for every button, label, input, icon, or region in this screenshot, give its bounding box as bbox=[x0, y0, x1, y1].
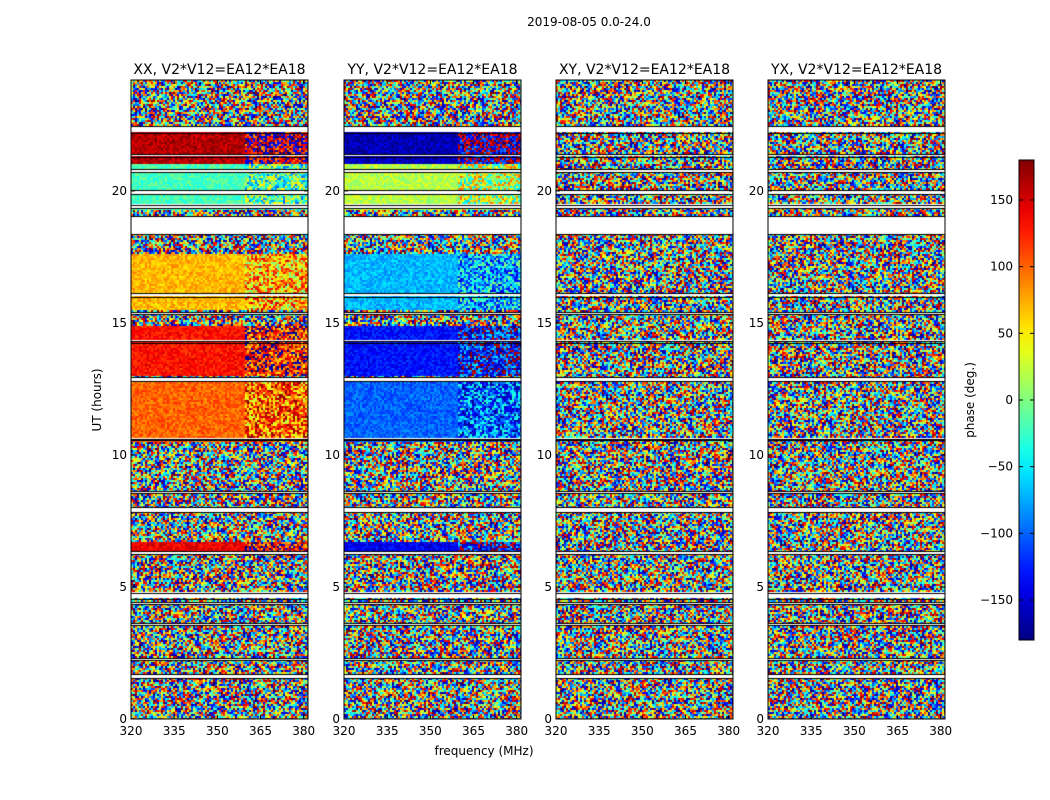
heatmap-image bbox=[344, 80, 521, 719]
panel-title: XY, V2*V12=EA12*EA18 bbox=[559, 62, 730, 78]
colorbar-tick-label: −150 bbox=[980, 593, 1013, 607]
y-tick-label: 5 bbox=[119, 580, 127, 594]
panel-frame bbox=[555, 79, 734, 720]
x-tick-label: 320 bbox=[545, 724, 568, 738]
y-tick-label: 20 bbox=[325, 184, 340, 198]
x-tick-label: 335 bbox=[588, 724, 611, 738]
x-tick-label: 380 bbox=[292, 724, 315, 738]
y-tick-label: 15 bbox=[325, 316, 340, 330]
y-tick-label: 15 bbox=[112, 316, 127, 330]
colorbar-label: phase (deg.) bbox=[963, 362, 977, 438]
x-tick-label: 380 bbox=[929, 724, 952, 738]
x-tick-label: 335 bbox=[163, 724, 186, 738]
heatmap-canvas bbox=[556, 80, 733, 719]
x-tick-label: 365 bbox=[462, 724, 485, 738]
y-tick-label: 10 bbox=[112, 448, 127, 462]
colorbar: 150 100 50 0 −50 −100 −150 bbox=[980, 159, 1035, 641]
heatmap-image bbox=[131, 80, 308, 719]
panel-frame bbox=[343, 79, 522, 720]
panel-0: XX, V2*V12=EA12*EA18 320 335 350 365 380 0 5 10 1… bbox=[112, 62, 315, 738]
x-tick-label: 350 bbox=[419, 724, 442, 738]
heatmap-canvas bbox=[344, 80, 521, 719]
x-tick-label: 380 bbox=[717, 724, 740, 738]
panel-title: YX, V2*V12=EA12*EA18 bbox=[770, 62, 942, 78]
x-axis-label: frequency (MHz) bbox=[434, 744, 533, 758]
y-tick-label: 0 bbox=[332, 712, 340, 726]
panel-2: XY, V2*V12=EA12*EA18 320 335 350 365 380 0 5 10 1… bbox=[537, 62, 740, 738]
x-tick-label: 350 bbox=[206, 724, 229, 738]
x-tick-label: 335 bbox=[800, 724, 823, 738]
colorbar-tick-label: 150 bbox=[990, 193, 1013, 207]
x-tick-label: 350 bbox=[631, 724, 654, 738]
y-tick-label: 20 bbox=[749, 184, 764, 198]
panel-frame bbox=[130, 79, 309, 720]
y-axis-label: UT (hours) bbox=[90, 368, 104, 431]
y-tick-label: 15 bbox=[537, 316, 552, 330]
y-tick-label: 0 bbox=[756, 712, 764, 726]
panel-frame bbox=[767, 79, 946, 720]
y-tick-label: 20 bbox=[537, 184, 552, 198]
y-tick-label: 0 bbox=[119, 712, 127, 726]
heatmap-canvas bbox=[131, 80, 308, 719]
x-tick-label: 320 bbox=[120, 724, 143, 738]
y-tick-label: 10 bbox=[325, 448, 340, 462]
y-tick-label: 5 bbox=[332, 580, 340, 594]
heatmap-canvas bbox=[768, 80, 945, 719]
heatmap-image bbox=[556, 80, 733, 719]
x-tick-label: 320 bbox=[757, 724, 780, 738]
y-tick-label: 20 bbox=[112, 184, 127, 198]
x-tick-label: 365 bbox=[674, 724, 697, 738]
heatmap-image bbox=[768, 80, 945, 719]
y-tick-label: 0 bbox=[544, 712, 552, 726]
y-tick-label: 5 bbox=[544, 580, 552, 594]
panel-title: XX, V2*V12=EA12*EA18 bbox=[133, 62, 305, 78]
panel-3: YX, V2*V12=EA12*EA18 320 335 350 365 380 0 5 10 1… bbox=[749, 62, 952, 738]
x-tick-label: 380 bbox=[505, 724, 528, 738]
x-tick-label: 365 bbox=[249, 724, 272, 738]
y-tick-label: 10 bbox=[749, 448, 764, 462]
x-tick-label: 335 bbox=[376, 724, 399, 738]
x-tick-label: 350 bbox=[843, 724, 866, 738]
panel-1: YY, V2*V12=EA12*EA18 320 335 350 365 380 0 5 10 1… bbox=[325, 62, 528, 738]
y-tick-label: 15 bbox=[749, 316, 764, 330]
colorbar-tick-label: 0 bbox=[1005, 393, 1013, 407]
colorbar-tick-label: −50 bbox=[988, 460, 1013, 474]
y-tick-label: 5 bbox=[756, 580, 764, 594]
panels-group: XX, V2*V12=EA12*EA18 320 335 350 365 380 0 5 10 1… bbox=[112, 62, 952, 738]
colorbar-tick-label: 100 bbox=[990, 260, 1013, 274]
x-tick-label: 320 bbox=[333, 724, 356, 738]
colorbar-tick-label: −100 bbox=[980, 526, 1013, 540]
y-tick-label: 10 bbox=[537, 448, 552, 462]
panel-title: YY, V2*V12=EA12*EA18 bbox=[346, 62, 517, 78]
figure-suptitle: 2019-08-05 0.0-24.0 bbox=[527, 15, 651, 29]
colorbar-tick-label: 50 bbox=[998, 326, 1013, 340]
x-tick-label: 365 bbox=[886, 724, 909, 738]
